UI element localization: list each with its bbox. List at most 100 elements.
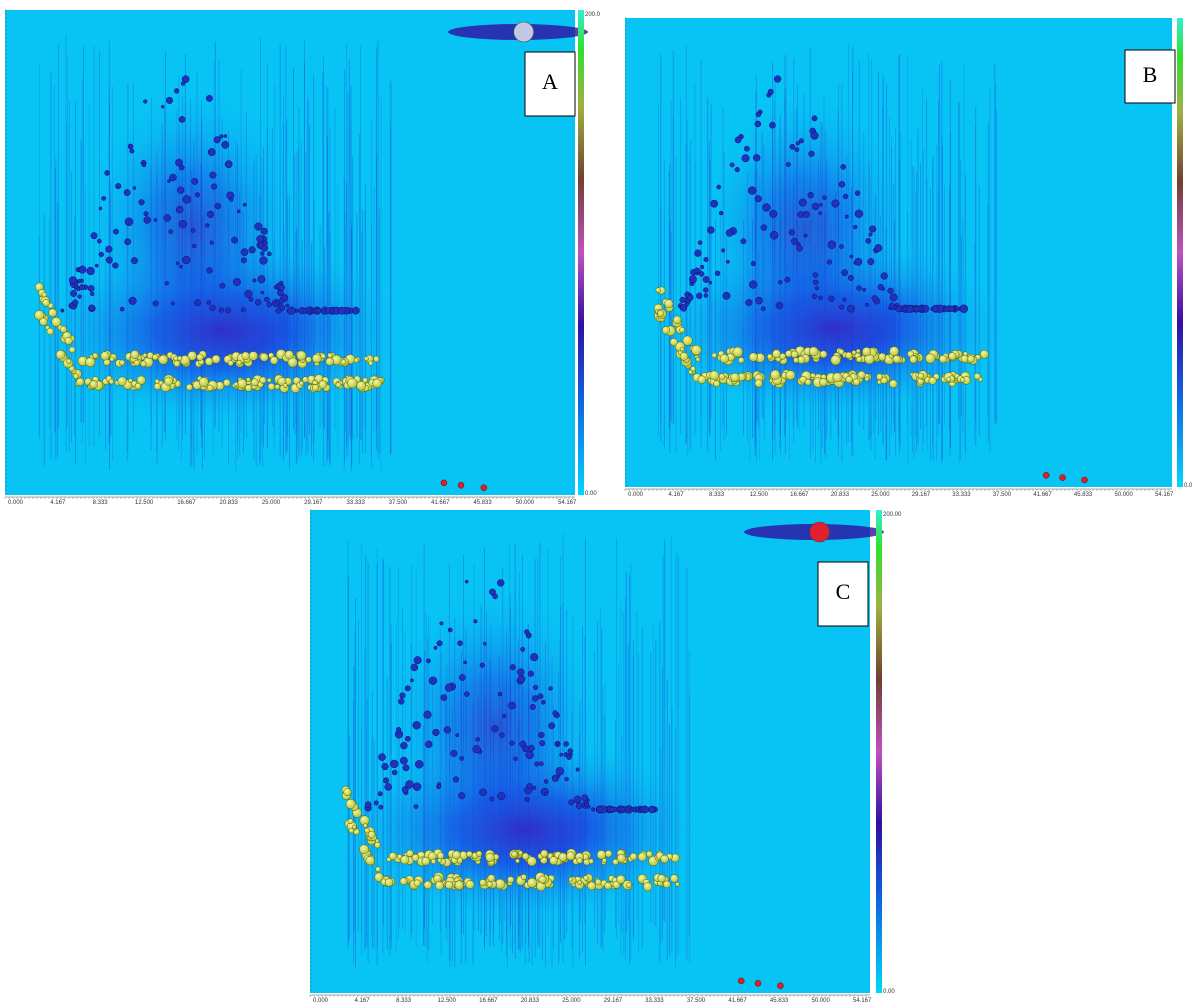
peak	[865, 238, 872, 244]
peak	[534, 761, 540, 767]
peak	[604, 850, 613, 858]
peak	[604, 882, 612, 890]
peak	[48, 308, 57, 318]
peak	[687, 294, 694, 301]
peak	[399, 877, 408, 886]
peak	[518, 850, 524, 856]
peak	[509, 664, 516, 671]
peak	[538, 761, 544, 767]
peak	[459, 756, 464, 761]
peak	[737, 977, 745, 985]
peak	[192, 243, 197, 249]
peak	[670, 874, 679, 883]
peak	[182, 195, 192, 204]
peak	[507, 876, 515, 884]
panel-label: C	[836, 579, 851, 604]
peak	[194, 192, 201, 198]
panel-label-box	[524, 51, 576, 117]
peak	[367, 830, 376, 839]
peak	[874, 244, 883, 252]
x-tick-label: 12.500	[750, 492, 769, 498]
peak	[218, 307, 224, 313]
peak	[464, 579, 469, 584]
peak	[41, 292, 47, 298]
peak	[732, 346, 743, 358]
peak	[702, 276, 710, 283]
peak	[227, 360, 234, 367]
x-tick-label: 45.833	[770, 998, 789, 1003]
peak	[390, 759, 399, 769]
peak	[178, 219, 188, 229]
peak	[374, 841, 381, 849]
peak	[296, 350, 307, 361]
peak	[775, 301, 784, 310]
peak	[513, 756, 518, 761]
peak	[524, 796, 530, 803]
peak	[612, 858, 619, 866]
peak	[378, 804, 384, 810]
x-tick-label: 20.833	[831, 492, 850, 498]
peak	[848, 275, 854, 281]
peak	[277, 283, 285, 291]
peak	[248, 351, 259, 361]
peak	[136, 375, 146, 385]
peak	[710, 199, 719, 208]
peak	[734, 167, 740, 173]
peak	[491, 725, 499, 733]
peak	[917, 372, 925, 380]
peak	[175, 205, 184, 214]
peak	[343, 788, 352, 797]
peak	[576, 857, 583, 864]
peak	[804, 378, 812, 386]
peak	[664, 299, 674, 309]
peak	[273, 285, 278, 289]
panel-label: A	[542, 69, 558, 94]
peak	[401, 786, 409, 794]
peak	[616, 874, 626, 884]
peak	[811, 202, 820, 211]
peak	[127, 143, 134, 150]
peak	[440, 479, 448, 487]
peak	[427, 851, 437, 861]
peak	[142, 353, 148, 358]
peak	[655, 287, 661, 293]
peak	[464, 691, 470, 697]
peak	[132, 186, 137, 190]
peak	[479, 788, 487, 797]
peak	[76, 377, 85, 386]
peak	[527, 856, 537, 867]
peak	[266, 301, 272, 308]
colorbar-max: 200.0	[585, 12, 601, 18]
peak	[236, 360, 242, 366]
peak	[497, 791, 506, 801]
peak	[770, 369, 781, 380]
peak	[532, 684, 539, 691]
peak	[158, 354, 169, 365]
peak	[513, 21, 535, 43]
peak	[567, 748, 574, 754]
peak	[1042, 472, 1050, 479]
peak	[287, 306, 296, 315]
peak	[694, 249, 702, 257]
peak	[559, 752, 564, 757]
peak	[583, 875, 589, 881]
peak	[721, 248, 726, 253]
peak	[831, 199, 840, 208]
x-tick-label: 8.333	[396, 998, 412, 1003]
x-tick-label: 41.667	[431, 500, 450, 506]
peak	[869, 225, 877, 233]
peak	[520, 874, 527, 881]
peak	[284, 350, 294, 360]
peak	[679, 346, 685, 352]
peak	[411, 853, 420, 862]
peak	[809, 521, 830, 543]
peak	[543, 792, 548, 796]
peak	[889, 293, 898, 302]
peak	[439, 621, 444, 626]
peak	[198, 377, 209, 387]
x-tick-label: 50.000	[811, 998, 830, 1003]
x-tick-label: 54.167	[853, 998, 872, 1003]
peak	[124, 217, 134, 227]
peak	[260, 290, 265, 295]
